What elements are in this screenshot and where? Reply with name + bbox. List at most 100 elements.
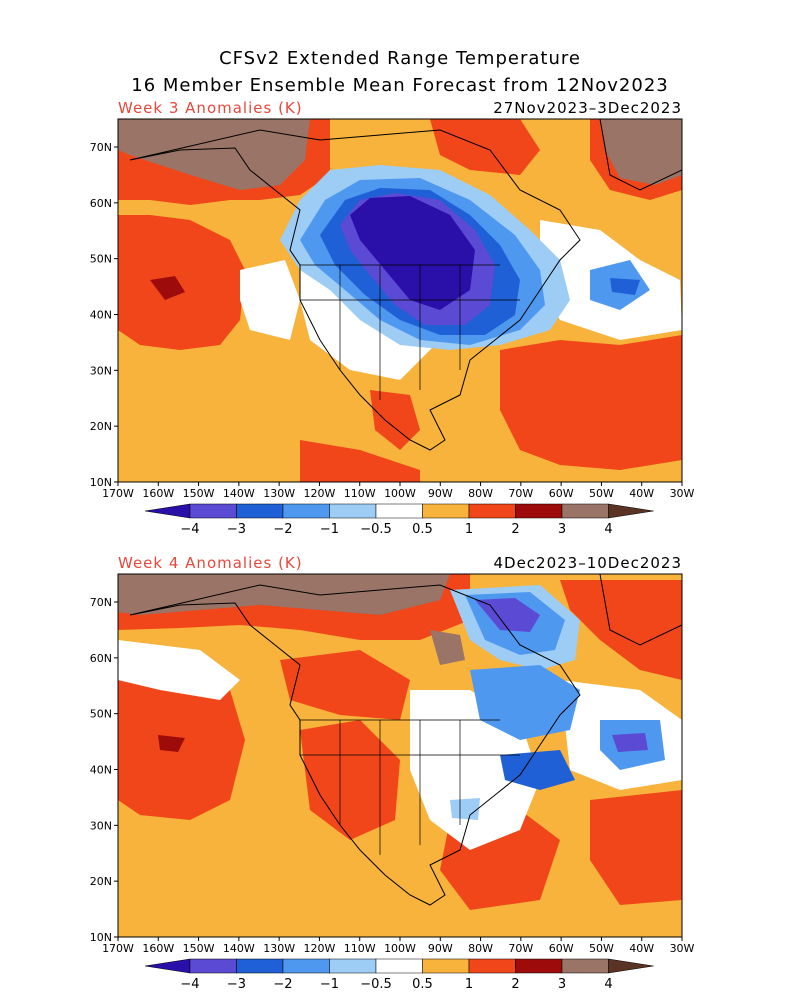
week3-lat-label: 70N [90, 141, 112, 154]
week3-lat-label: 50N [90, 253, 112, 266]
chart-title-line1: CFSv2 Extended Range Temperature [219, 48, 581, 69]
week3-map [118, 119, 682, 482]
chart-title-line2: 16 Member Ensemble Mean Forecast from 12… [131, 75, 669, 96]
week4-colorbar-swatch [561, 958, 609, 974]
week3-colorbar-label: −4 [180, 522, 199, 537]
week3-lon-label: 130W [263, 487, 295, 500]
week3-colorbar-swatch [329, 503, 377, 519]
week4-hudson-brown [430, 630, 465, 665]
week4-neutral-alaska [118, 640, 240, 700]
week3-colorbar-label: 4 [604, 522, 612, 537]
week3-lon-label: 100W [384, 487, 416, 500]
week3-lon-label: 30W [670, 487, 695, 500]
week4-ne-atlantic-cold [500, 750, 575, 790]
week3-lon-label: 140W [223, 487, 255, 500]
week4-lat-label: 50N [90, 708, 112, 721]
week4-lon-label: 100W [384, 942, 416, 955]
week4-lon-label: 140W [223, 942, 255, 955]
week4-dates: 4Dec2023–10Dec2023 [493, 554, 682, 572]
week3-lon-label: 90W [428, 487, 453, 500]
axes-layer: 170W 160W 150W 140W 130W 120W 110W 100W 90W 80W 70… [90, 141, 695, 955]
week3-state-lines [300, 264, 520, 400]
week3-lat-label: 40N [90, 309, 112, 322]
week4-colorbar-swatch [329, 958, 377, 974]
week4-colorbar-swatch [375, 958, 423, 974]
week3-lat-label: 60N [90, 197, 112, 210]
week3-colorbar-label: −1 [320, 522, 339, 537]
week3-colorbar-label: 1 [465, 522, 473, 537]
week4-southeast-cool [450, 798, 480, 820]
week4-coastline [129, 584, 581, 906]
week3-neutral-west [240, 260, 300, 340]
week4-canada-warm [280, 650, 410, 720]
week4-colorbar-label: −2 [273, 977, 292, 992]
week3-lon-label: 50W [589, 487, 614, 500]
week3-lon-label: 110W [344, 487, 376, 500]
week4-lon-label: 160W [142, 942, 174, 955]
week4-colorbar-swatch [422, 958, 470, 974]
week3-lat-label: 10N [90, 476, 112, 489]
week4-west-us-warm [300, 720, 400, 840]
week4-colorbar-swatch [468, 958, 516, 974]
week4-lon-label: 40W [629, 942, 654, 955]
week4-lon-label: 150W [183, 942, 215, 955]
week3-colorbar-swatch [468, 503, 516, 519]
week3-lon-label: 160W [142, 487, 174, 500]
week4-pacific-warm [118, 675, 245, 820]
week3-atlantic-cold-core [610, 278, 640, 295]
week3-colorbar-label: −3 [227, 522, 246, 537]
week3-coastline [129, 129, 581, 451]
week4-lon-label: 90W [428, 942, 453, 955]
week4-lon-label: 120W [303, 942, 335, 955]
week3-lon-label: 170W [102, 487, 134, 500]
week3-label: Week 3 Anomalies (K) [118, 99, 303, 117]
week4-colorbar-swatch [282, 958, 330, 974]
week3-alaska-brown [118, 119, 310, 190]
week4-lat-label: 60N [90, 652, 112, 665]
week3-cold-core [350, 196, 475, 310]
week3-colorbar-swatch [282, 503, 330, 519]
week4-lon-label: 70W [508, 942, 533, 955]
week3-dates: 27Nov2023–3Dec2023 [493, 99, 682, 117]
week4-colorbar-arrow-left [144, 958, 191, 974]
week4-colorbar-label: −3 [227, 977, 246, 992]
week4-lon-label: 60W [549, 942, 574, 955]
week4-colorbar-label: 1 [465, 977, 473, 992]
week4-colorbar-swatch [236, 958, 284, 974]
week3-colorbar-label: −2 [273, 522, 292, 537]
week4-labrador-cold [470, 665, 580, 740]
week3-colorbar-swatch [236, 503, 284, 519]
week4-atlantic-warm [590, 790, 682, 905]
week4-greenland-warm [560, 580, 682, 680]
week4-colorbar-label: −4 [180, 977, 199, 992]
week4-map [118, 574, 682, 937]
week3-colorbar-swatch [561, 503, 609, 519]
week3-tropics-warm [300, 440, 420, 482]
week3-colorbar-label: 0.5 [412, 522, 433, 537]
week4-colorbar-arrow-right [608, 958, 654, 974]
week4-lon-label: 110W [344, 942, 376, 955]
week3-pacific-warm [118, 215, 245, 350]
colorbar-layer: −4 −3 −2 −1 −0.5 0.5 1 2 3 4 −4 −3 −2 −1 −0.5 0.5 1 2 3 4 [144, 503, 654, 992]
week4-colorbar-label: −1 [320, 977, 339, 992]
week4-label: Week 4 Anomalies (K) [118, 554, 303, 572]
week4-lon-label: 80W [468, 942, 493, 955]
week3-pacific-core [150, 276, 185, 300]
week3-lat-label: 30N [90, 364, 112, 377]
week3-colorbar-label: 3 [558, 522, 566, 537]
week4-state-lines [300, 719, 520, 855]
week4-colorbar-label: 0.5 [412, 977, 433, 992]
week4-colorbar-swatch [189, 958, 237, 974]
week3-mexico-warm [370, 390, 420, 450]
week4-arctic-brown [118, 574, 450, 615]
week4-lat-label: 40N [90, 764, 112, 777]
week4-lat-label: 20N [90, 875, 112, 888]
week3-colorbar-swatch [189, 503, 237, 519]
week3-colorbar-swatch [515, 503, 563, 519]
week4-lon-label: 30W [670, 942, 695, 955]
week3-colorbar-arrow-right [608, 503, 654, 519]
week4-colorbar-label: 4 [604, 977, 612, 992]
week4-pacific-core [158, 735, 185, 752]
week3-colorbar-label: 2 [511, 522, 519, 537]
